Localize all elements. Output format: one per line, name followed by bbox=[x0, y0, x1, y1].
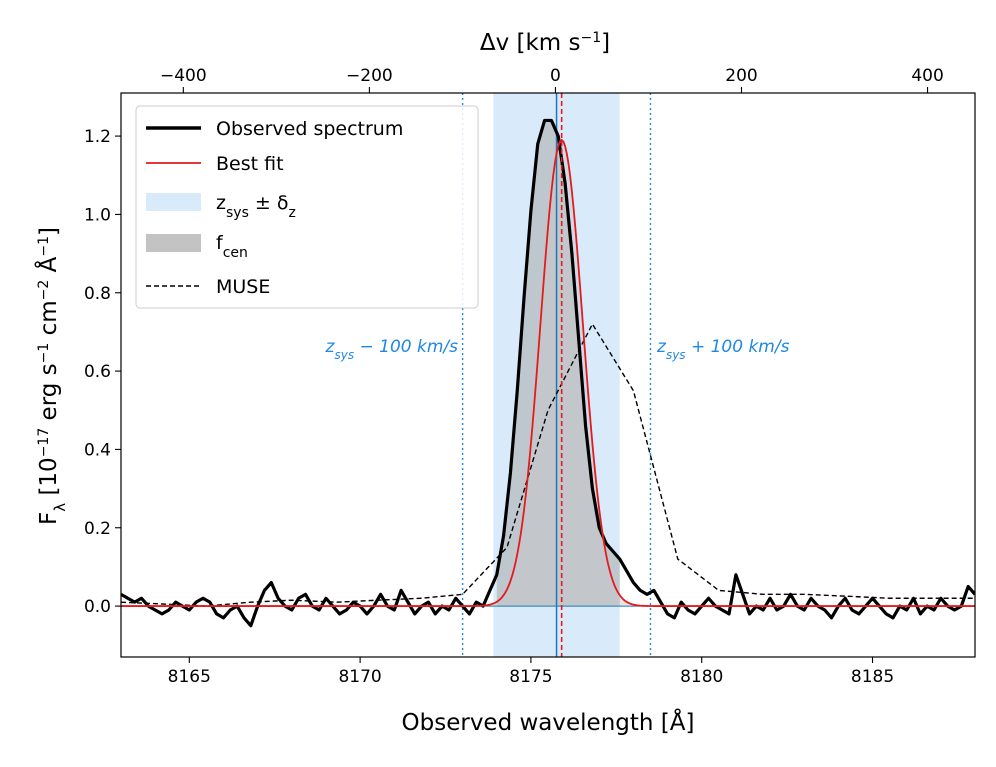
legend-frame bbox=[135, 105, 479, 309]
legend-swatch-zsys-band bbox=[146, 193, 201, 211]
series-best-fit-line bbox=[121, 138, 975, 607]
series-observed-line bbox=[121, 118, 975, 628]
y-tick-label: 0.4 bbox=[84, 440, 111, 460]
legend-label-best-fit: Best fit bbox=[216, 153, 284, 175]
x-tick-label: 8170 bbox=[338, 667, 381, 687]
x-tick-label: 8185 bbox=[851, 667, 894, 687]
top-tick-label: −200 bbox=[346, 66, 393, 86]
series-muse-line bbox=[121, 322, 975, 607]
plot-frame bbox=[120, 92, 976, 658]
top-tick-label: 400 bbox=[911, 66, 943, 86]
x-tick-label: 8165 bbox=[168, 667, 211, 687]
y-tick-label: 0.6 bbox=[84, 362, 111, 382]
x-tick-label: 8180 bbox=[680, 667, 723, 687]
legend-label-zsys-band: zsys ± δz bbox=[216, 192, 296, 221]
top-tick-label: 0 bbox=[550, 66, 561, 86]
annotation-minus-100: zsys − 100 km/s bbox=[325, 337, 459, 362]
y-axis-title: Fλ [10−17 erg s−1 cm−2 Å−1] bbox=[34, 227, 69, 525]
y-tick-label: 1.0 bbox=[84, 205, 111, 225]
legend-label-muse: MUSE bbox=[216, 276, 270, 298]
top-tick-label: 200 bbox=[725, 66, 757, 86]
legend-label-observed: Observed spectrum bbox=[216, 118, 403, 140]
annotation-plus-100: zsys + 100 km/s bbox=[656, 337, 790, 362]
legend-swatch-fcen bbox=[146, 234, 201, 252]
legend-label-fcen: fcen bbox=[216, 232, 248, 261]
legend: Observed spectrum Best fit zsys ± δz fce… bbox=[135, 105, 479, 309]
y-tick-label: 0.2 bbox=[84, 519, 111, 539]
top-axis-title: Δv [km s−1] bbox=[480, 30, 610, 56]
y-tick-label: 1.2 bbox=[84, 127, 111, 147]
y-tick-label: 0.0 bbox=[84, 597, 111, 617]
x-axis-title: Observed wavelength [Å] bbox=[402, 708, 695, 736]
top-tick-label: −400 bbox=[160, 66, 207, 86]
x-tick-label: 8175 bbox=[509, 667, 552, 687]
y-tick-label: 0.8 bbox=[84, 284, 111, 304]
